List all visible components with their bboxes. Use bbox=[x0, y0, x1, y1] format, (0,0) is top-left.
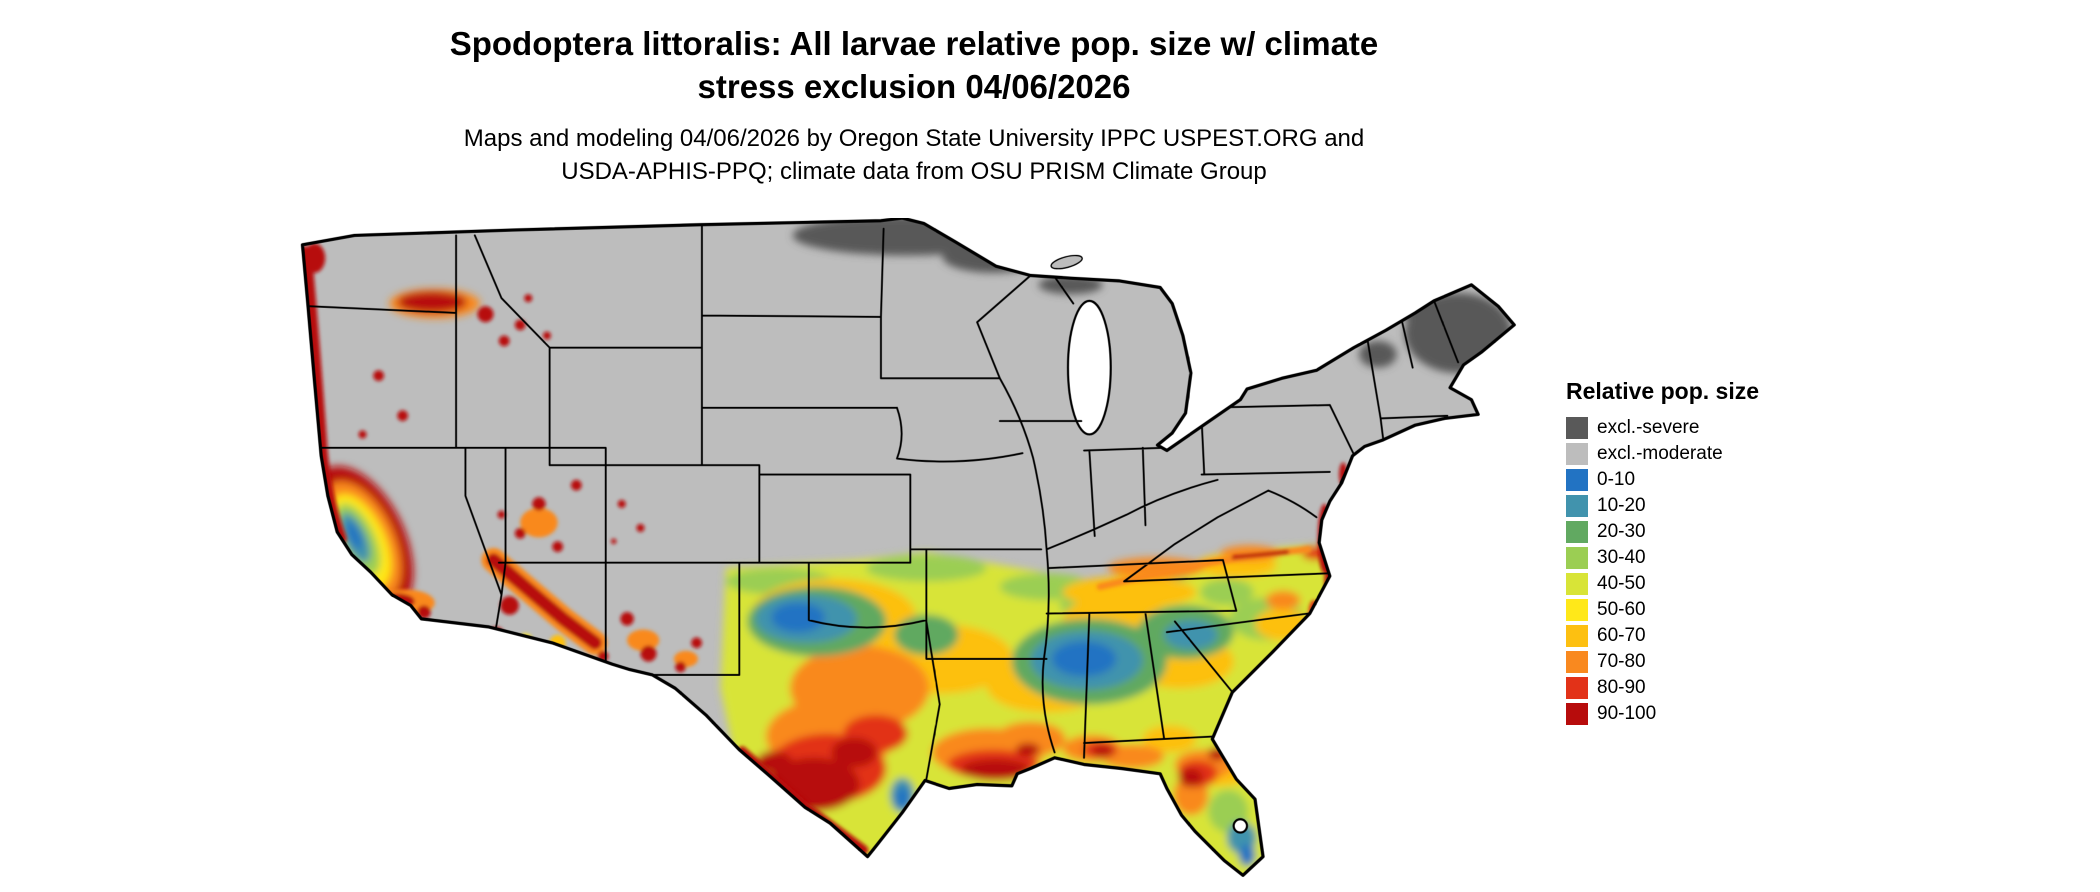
legend-item: 60-70 bbox=[1566, 625, 1759, 647]
map-subtitle-line2: USDA-APHIS-PPQ; climate data from OSU PR… bbox=[561, 158, 1267, 185]
legend-item: excl.-moderate bbox=[1566, 443, 1759, 465]
legend-item: 10-20 bbox=[1566, 495, 1759, 517]
legend-swatch bbox=[1566, 677, 1588, 699]
legend-swatch bbox=[1566, 547, 1588, 569]
legend: Relative pop. size excl.-severe excl.-mo… bbox=[1566, 378, 1759, 729]
legend-swatch bbox=[1566, 651, 1588, 673]
lake-okeechobee bbox=[1232, 818, 1249, 834]
map-subtitle: Maps and modeling 04/06/2026 by Oregon S… bbox=[0, 122, 1828, 188]
legend-swatch bbox=[1566, 469, 1588, 491]
legend-label: 90-100 bbox=[1597, 703, 1657, 724]
legend-label: 80-90 bbox=[1597, 677, 1646, 698]
state-borders bbox=[306, 223, 1460, 781]
isle-royale-island bbox=[1050, 254, 1083, 270]
legend-swatch bbox=[1566, 573, 1588, 595]
legend-swatch bbox=[1566, 443, 1588, 465]
legend-swatch bbox=[1566, 703, 1588, 725]
legend-label: 40-50 bbox=[1597, 573, 1646, 594]
map-title-line1: Spodoptera littoralis: All larvae relati… bbox=[449, 25, 1379, 62]
legend-label: 60-70 bbox=[1597, 625, 1646, 646]
legend-item: 20-30 bbox=[1566, 521, 1759, 543]
legend-swatch bbox=[1566, 625, 1588, 647]
legend-item: 40-50 bbox=[1566, 573, 1759, 595]
legend-label: excl.-severe bbox=[1597, 417, 1700, 438]
legend-item: excl.-severe bbox=[1566, 417, 1759, 439]
legend-label: 20-30 bbox=[1597, 521, 1646, 542]
legend-label: 0-10 bbox=[1597, 469, 1636, 490]
legend-item: 50-60 bbox=[1566, 599, 1759, 621]
legend-label: 10-20 bbox=[1597, 495, 1646, 516]
legend-item: 80-90 bbox=[1566, 677, 1759, 699]
legend-label: 50-60 bbox=[1597, 599, 1646, 620]
legend-item: 30-40 bbox=[1566, 547, 1759, 569]
legend-item: 70-80 bbox=[1566, 651, 1759, 673]
legend-label: excl.-moderate bbox=[1597, 443, 1723, 464]
legend-title: Relative pop. size bbox=[1566, 378, 1760, 404]
map-subtitle-line1: Maps and modeling 04/06/2026 by Oregon S… bbox=[463, 125, 1365, 152]
legend-swatch bbox=[1566, 599, 1588, 621]
us-population-map bbox=[300, 218, 1516, 877]
map-title-line2: stress exclusion 04/06/2026 bbox=[697, 68, 1131, 105]
legend-label: 30-40 bbox=[1597, 547, 1646, 568]
figure-header: Spodoptera littoralis: All larvae relati… bbox=[0, 22, 1828, 188]
legend-swatch bbox=[1566, 495, 1588, 517]
legend-swatch bbox=[1566, 521, 1588, 543]
legend-item: 90-100 bbox=[1566, 703, 1759, 725]
legend-swatch bbox=[1566, 417, 1588, 439]
legend-label: 70-80 bbox=[1597, 651, 1646, 672]
legend-item: 0-10 bbox=[1566, 469, 1759, 491]
lake-michigan bbox=[1066, 299, 1112, 436]
